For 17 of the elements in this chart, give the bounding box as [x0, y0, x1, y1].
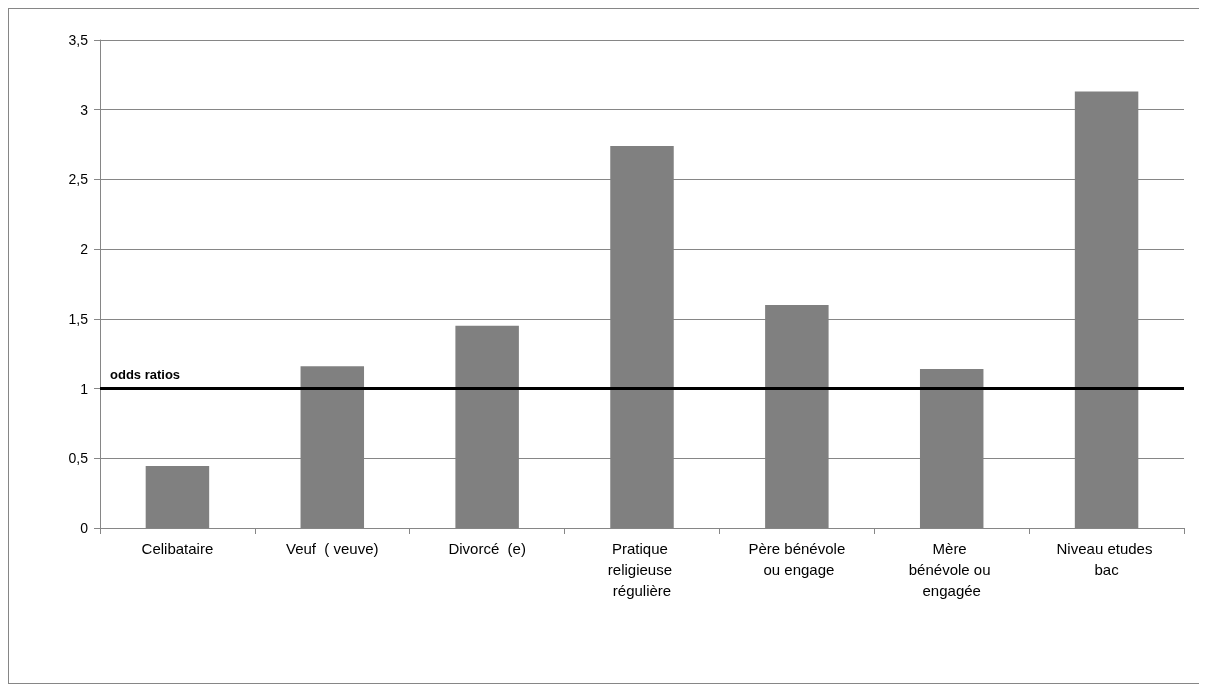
y-tick-label: 2: [80, 241, 89, 258]
x-tick-label: Pratique religieuse régulière: [607, 540, 677, 599]
y-tick-label: 0: [80, 520, 89, 536]
bar: [145, 465, 210, 528]
ref-line-label: odds ratios: [110, 366, 181, 382]
x-tick-label: Père bénévole ou engage: [748, 540, 846, 578]
y-tick-label: 1,5: [68, 310, 89, 327]
x-tick-label: Mère bénévole ou engagée: [908, 540, 995, 599]
x-tick-label: Veuf ( veuve): [286, 540, 379, 557]
x-tick-label: Niveau etudes bac: [1056, 540, 1157, 578]
y-tick-label: 1: [80, 380, 89, 397]
x-tick-label: Celibataire: [141, 540, 214, 557]
y-tick-label: 3,5: [68, 32, 89, 48]
y-tick-label: 2,5: [68, 171, 89, 188]
y-tick-label: 3: [80, 101, 89, 118]
y-tick-label: 0,5: [68, 450, 89, 467]
x-tick-label: Divorcé (e): [448, 540, 526, 557]
